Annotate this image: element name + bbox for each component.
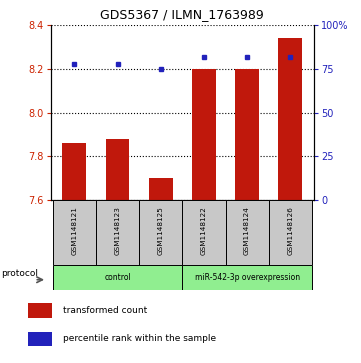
Text: miR-542-3p overexpression: miR-542-3p overexpression <box>195 273 300 282</box>
Text: GSM1148123: GSM1148123 <box>114 207 121 256</box>
Bar <box>226 200 269 265</box>
Bar <box>182 200 226 265</box>
Bar <box>139 200 182 265</box>
Bar <box>192 69 216 200</box>
Text: GSM1148126: GSM1148126 <box>287 207 293 256</box>
Bar <box>182 265 312 290</box>
Bar <box>269 200 312 265</box>
Title: GDS5367 / ILMN_1763989: GDS5367 / ILMN_1763989 <box>100 8 264 21</box>
Text: control: control <box>104 273 131 282</box>
Bar <box>28 303 52 318</box>
Text: GSM1148125: GSM1148125 <box>158 207 164 256</box>
Text: protocol: protocol <box>1 269 39 278</box>
Bar <box>53 200 96 265</box>
Bar <box>28 331 52 346</box>
Bar <box>62 143 86 200</box>
Bar <box>106 139 129 200</box>
Bar <box>149 178 173 200</box>
Text: transformed count: transformed count <box>63 306 147 315</box>
Bar <box>278 38 302 200</box>
Text: GSM1148121: GSM1148121 <box>71 207 77 256</box>
Text: percentile rank within the sample: percentile rank within the sample <box>63 334 216 343</box>
Bar <box>53 265 182 290</box>
Text: GSM1148124: GSM1148124 <box>244 207 250 256</box>
Bar <box>235 69 259 200</box>
Bar <box>96 200 139 265</box>
Text: GSM1148122: GSM1148122 <box>201 207 207 256</box>
